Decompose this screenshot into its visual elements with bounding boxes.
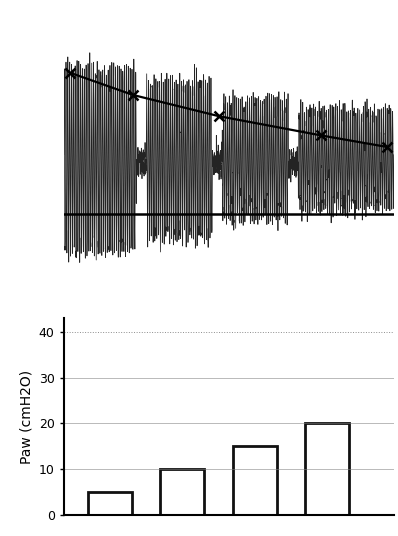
Bar [160,469,204,515]
Bar [233,446,277,515]
Y-axis label: Paw (cmH2O): Paw (cmH2O) [19,369,33,464]
Bar [88,492,132,515]
Bar [305,423,349,515]
